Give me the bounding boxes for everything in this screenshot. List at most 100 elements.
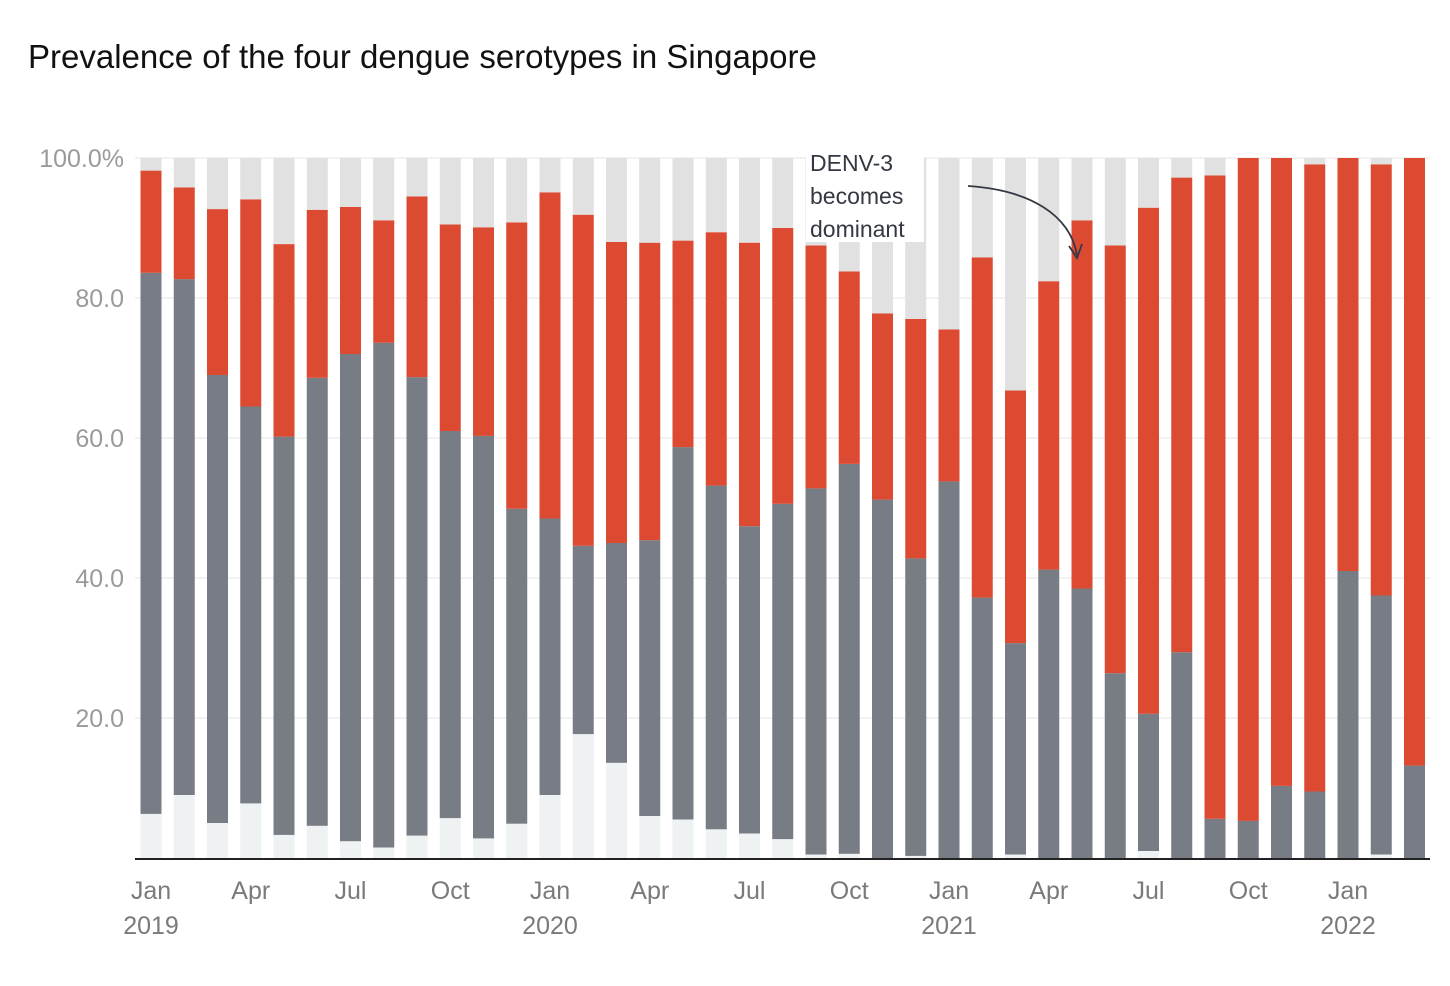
bar-segment-bottom (373, 847, 395, 858)
bar-segment-red (240, 199, 262, 407)
x-tick-label: Apr (630, 877, 669, 905)
y-tick-label: 20.0 (75, 705, 124, 733)
bar-segment-red (1138, 207, 1159, 714)
bar-segment-bottom (539, 795, 561, 858)
bar-segment-grey (1204, 818, 1226, 858)
bar-segment-top (772, 158, 794, 228)
bar-segment-red (772, 228, 794, 504)
bar-segment-red (207, 209, 228, 375)
bar-segment-red (373, 220, 395, 343)
bar-segment-red (1071, 220, 1093, 589)
bar-segment-bottom (838, 853, 860, 858)
chart-title: Prevalence of the four dengue serotypes … (28, 38, 817, 75)
y-tick-label: 40.0 (75, 565, 124, 593)
bar-segment-red (506, 222, 528, 509)
bar-segment-top (539, 158, 561, 193)
bar-segment-top (1171, 158, 1193, 178)
bar-segment-grey (1237, 820, 1259, 858)
bar-segment-top (240, 158, 262, 200)
bar-segment-red (1104, 245, 1126, 674)
bar-segment-grey (439, 431, 461, 819)
bar-segment-grey (273, 436, 295, 835)
bar-segment-red (705, 232, 727, 486)
x-tick-label: Jan (530, 877, 570, 905)
annotation-text: DENV-3 (810, 150, 893, 176)
y-tick-label: 60.0 (75, 425, 124, 453)
bar-segment-red (1005, 390, 1026, 644)
bar-segment-bottom (772, 839, 794, 858)
bar-segment-bottom (705, 829, 727, 858)
x-tick-label: Oct (431, 877, 470, 905)
bar-segment-red (140, 170, 162, 273)
bar-segment-top (473, 158, 494, 228)
bar-segment-bottom (439, 818, 461, 858)
bar-segment-grey (539, 518, 561, 795)
x-tick-label: Apr (1029, 877, 1068, 905)
bar-segment-bottom (273, 834, 295, 858)
bar-segment-top (506, 158, 528, 223)
bar-segment-bottom (340, 841, 361, 858)
bar-segment-red (739, 242, 760, 527)
bar-segment-top (971, 158, 993, 258)
bar-segment-grey (1370, 595, 1392, 855)
bar-segment-top (938, 158, 960, 330)
x-tick-label: Jan (1328, 877, 1368, 905)
bar-segment-grey (1104, 673, 1126, 858)
x-tick-label: Oct (830, 877, 869, 905)
x-tick-label: Jul (734, 877, 766, 905)
bar-segment-bottom (672, 819, 694, 858)
x-tick-label: Jul (1133, 877, 1165, 905)
bar-segment-red (1237, 158, 1259, 821)
annotation-arrow (967, 185, 1078, 256)
bar-segment-grey (340, 354, 361, 842)
bar-segment-top (1370, 158, 1392, 165)
bar-segment-grey (805, 488, 827, 855)
bar-segment-top (572, 158, 594, 215)
annotation-background (806, 150, 924, 242)
bar-segment-grey (1337, 571, 1359, 858)
bar-segment-red (306, 209, 328, 378)
bar-segment-red (539, 192, 561, 519)
bar-segment-grey (838, 463, 860, 854)
bar-segment-grey (240, 406, 262, 804)
bar-segment-grey (572, 545, 594, 735)
bar-segment-bottom (639, 816, 661, 858)
bar-segment-bottom (905, 855, 927, 858)
annotation-arrowhead (1068, 243, 1083, 260)
bar-segment-red (905, 319, 927, 559)
bar-segment-red (1370, 164, 1392, 596)
bar-segment-top (207, 158, 228, 210)
bar-segment-bottom (1005, 854, 1026, 858)
bar-segment-red (1404, 158, 1425, 766)
bar-segment-red (473, 227, 494, 436)
bar-segment-top (1071, 158, 1093, 221)
bar-segment-bottom (140, 813, 162, 858)
bar-segment-grey (140, 272, 162, 814)
bar-segment-grey (739, 526, 760, 834)
bar-segment-bottom (1138, 851, 1159, 858)
bar-segment-grey (306, 377, 328, 826)
annotation-text: becomes (810, 183, 903, 209)
bar-segment-red (1038, 281, 1060, 570)
annotation-text: dominant (810, 216, 905, 242)
bar-segment-grey (606, 543, 627, 763)
bar-segment-grey (938, 481, 960, 858)
x-tick-label: Jul (335, 877, 367, 905)
y-tick-label: 80.0 (75, 285, 124, 313)
bar-segment-grey (1404, 765, 1425, 858)
bar-segment-bottom (473, 838, 494, 858)
bar-segment-top (1204, 158, 1226, 176)
y-tick-label: 100.0% (39, 145, 124, 173)
bar-segment-bottom (406, 835, 428, 858)
bar-segment-top (439, 158, 461, 225)
bar-segment-top (1104, 158, 1126, 246)
bar-segment-red (1304, 164, 1326, 792)
bar-segment-red (173, 187, 195, 280)
bar-segment-grey (406, 377, 428, 836)
bar-segment-grey (173, 279, 195, 796)
bar-segment-top (639, 158, 661, 243)
bar-segment-red (340, 207, 361, 354)
bar-segment-grey (473, 435, 494, 839)
bar-segment-grey (639, 540, 661, 816)
